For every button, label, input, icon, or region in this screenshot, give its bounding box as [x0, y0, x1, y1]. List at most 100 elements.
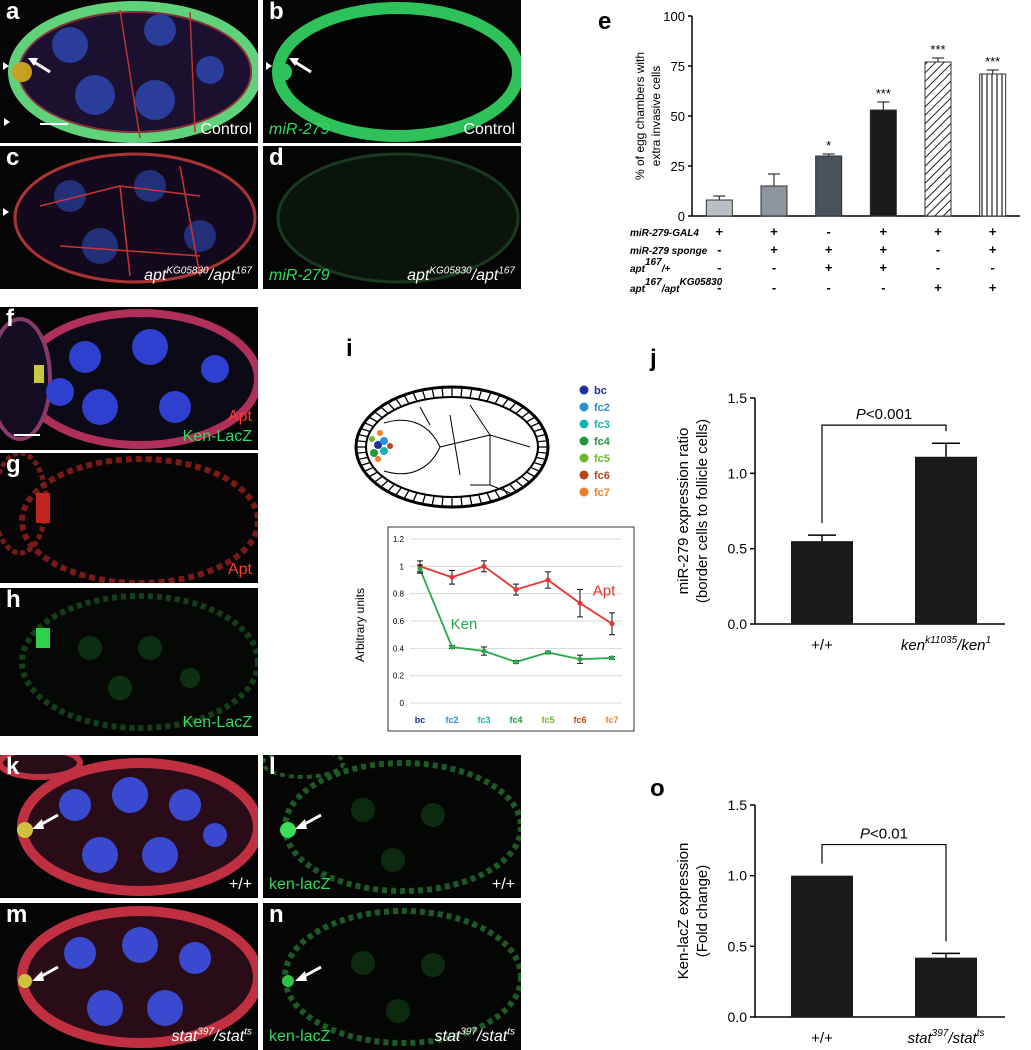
- genotype-mark: +: [934, 280, 942, 295]
- genotype-mark: +: [880, 242, 888, 257]
- label-part: apt: [630, 264, 646, 275]
- y-tick-label: 0.0: [728, 616, 748, 632]
- data-point: [513, 587, 519, 593]
- significance-mark: ***: [876, 86, 891, 101]
- significance-bracket: [821, 424, 947, 524]
- panel-label-n: n: [269, 903, 284, 928]
- y-tick-label: 50: [671, 109, 685, 124]
- egg-chamber-n-image: [282, 908, 521, 1046]
- y-axis-label-line1: % of egg chambers with: [633, 52, 647, 180]
- bar: [915, 456, 977, 624]
- follicle-cell-divider: [486, 492, 492, 503]
- caption-b: Control: [463, 121, 515, 138]
- genotype-mark: +: [716, 224, 724, 239]
- panel-label-i: i: [346, 335, 353, 362]
- significance-mark: ***: [985, 54, 1000, 69]
- y-axis-label-line1: Ken-lacZ expression: [675, 843, 692, 980]
- plot-frame: [387, 526, 635, 732]
- y-tick-label: 0: [678, 209, 685, 224]
- series-label: Apt: [593, 583, 616, 600]
- follicle-cell-divider: [403, 489, 410, 500]
- label-part: /ken: [956, 637, 985, 654]
- bar: [815, 155, 843, 217]
- follicle-cell-divider: [380, 479, 389, 488]
- genotype-mark: +: [989, 224, 997, 239]
- egg-chamber-l-image: [263, 755, 521, 894]
- panel-label-l: l: [269, 755, 276, 780]
- legend-label: fc4: [594, 436, 611, 448]
- follicle-cell-divider: [412, 391, 418, 402]
- follicle-cell-divider: [537, 451, 548, 454]
- y-axis-label: Arbitrary units: [353, 588, 367, 662]
- follicle-cell-divider: [387, 401, 395, 411]
- egg-chamber-a-image: [3, 1, 258, 143]
- legend-label: fc5: [594, 453, 610, 465]
- follicle-cell-divider: [509, 401, 517, 411]
- genotype-mark: -: [717, 280, 721, 295]
- follicle-cell-divider: [360, 427, 371, 433]
- panel-label-o: o: [650, 775, 665, 802]
- follicle-cell-divider: [477, 389, 483, 400]
- y-tick-label: 0.5: [728, 938, 748, 954]
- y-axis-label-line2: (border cells to follicle cells): [694, 419, 711, 603]
- follicle-cell-divider: [431, 388, 435, 399]
- legend-label: bc: [594, 385, 607, 397]
- label-part: /+: [661, 264, 671, 275]
- label-part: /stat: [947, 1030, 977, 1047]
- caption-a: Control: [200, 121, 252, 138]
- follicle-cell-divider: [502, 398, 509, 407]
- micrograph-d: d miR-279 aptKG05830/apt167: [263, 146, 521, 289]
- legend-dot: [579, 470, 589, 480]
- y-tick-label: 1.0: [728, 868, 748, 884]
- micrograph-k: k +/+: [0, 755, 258, 898]
- panel-label-b: b: [269, 0, 284, 25]
- genotype-m: stat397/statts: [171, 1026, 253, 1045]
- genotype-row-label: miR-279-GAL4: [630, 228, 699, 239]
- panel-label-m: m: [6, 903, 28, 928]
- y-tick-label: 0.8: [393, 590, 405, 599]
- egg-chamber-m-image: [17, 906, 258, 1048]
- data-point: [577, 600, 583, 606]
- caption-l: +/+: [491, 876, 515, 893]
- panel-label-j: j: [650, 345, 657, 372]
- caption-g-apt: Apt: [227, 561, 252, 578]
- genotype-mark: -: [936, 242, 940, 257]
- genotype-mark: -: [717, 242, 721, 257]
- chart-i: 0 0.2 0.4 0.6 0.8 1 1.2 Arbitrary units bc fc2 fc3…: [353, 526, 635, 732]
- legend-dot: [579, 453, 589, 463]
- follicle-cell-divider: [530, 422, 540, 428]
- follicle-cell-divider: [521, 475, 531, 483]
- follicle-cell-divider: [387, 483, 395, 493]
- y-tick-label: 0.6: [393, 617, 405, 626]
- caption-h-ken: Ken-LacZ: [182, 714, 252, 731]
- chart-o: 0.0 0.5 1.0 1.5 Ken-lacZ expression (Fold cha…: [675, 797, 1005, 1047]
- egg-chamber-d-image: [276, 152, 520, 284]
- follicle-cell-divider: [441, 387, 444, 398]
- panel-label-h: h: [6, 588, 21, 613]
- data-point: [609, 655, 615, 661]
- genotype-mark: +: [825, 260, 833, 275]
- significance-bracket: [821, 843, 947, 942]
- bar: [760, 185, 788, 217]
- x-tick-label: fc2: [445, 715, 458, 725]
- caption-l-ken: ken-lacZ: [269, 876, 331, 893]
- genotype-d: aptKG05830/apt167: [407, 265, 515, 284]
- legend-i: bc fc2 fc3 fc4 fc5 fc6 fc7: [579, 385, 611, 499]
- label-part: ts: [977, 1028, 985, 1039]
- genotype-mark: -: [936, 260, 940, 275]
- panel-label-f: f: [6, 307, 14, 332]
- genotype-mark: +: [825, 242, 833, 257]
- genotype-mark: +: [770, 242, 778, 257]
- diagram-chamber: [354, 385, 550, 509]
- y-tick-label: 0.4: [393, 644, 405, 653]
- bar: [705, 199, 733, 217]
- genotype-mark: +: [880, 260, 888, 275]
- egg-chamber-diagram: [354, 385, 550, 509]
- follicle-cell-divider: [533, 427, 544, 433]
- genotype-mark: +: [989, 280, 997, 295]
- data-point: [513, 659, 519, 665]
- follicle-cell-divider: [469, 495, 473, 506]
- follicle-cell-divider: [460, 496, 463, 507]
- panel-label-a: a: [6, 0, 20, 25]
- follicle-cell-divider: [486, 391, 492, 402]
